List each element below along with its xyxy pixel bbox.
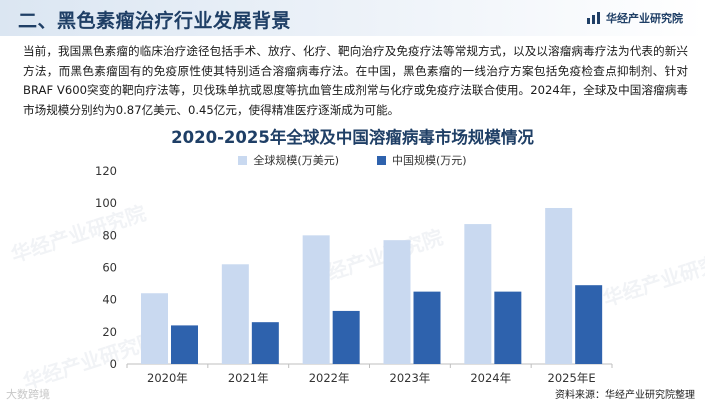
x-tick-label: 2023年 [390,371,431,385]
y-tick-label: 60 [102,261,117,275]
legend-item-china: 中国规模(万元) [377,152,467,168]
brand-bars-icon [587,12,600,24]
legend-item-global: 全球规模(万美元) [238,152,339,168]
x-tick-label: 2021年 [228,371,269,385]
legend-swatch-china [377,155,386,165]
y-tick-label: 0 [110,357,117,371]
y-tick-label: 20 [102,325,117,339]
brand-logo: 华经产业研究院 [587,10,683,26]
intro-paragraph: 当前，我国黑色素瘤的临床治疗途径包括手术、放疗、化疗、靶向治疗及免疫疗法等常规方… [23,44,688,117]
bar-china [413,291,441,364]
y-tick-label: 40 [102,293,117,307]
brand-name: 华经产业研究院 [606,12,683,25]
legend-swatch-global [238,155,248,165]
bar-china [575,285,603,364]
chart-title: 2020-2025年全球及中国溶瘤病毒市场规模情况 [171,128,534,147]
bar-global [141,293,168,364]
bar-china [171,325,198,364]
header-banner: 二、黑色素瘤治疗行业发展背景 华经产业研究院 [0,0,705,36]
bar-global [464,224,492,364]
legend-label-china: 中国规模(万元) [392,154,467,167]
bar-china [251,322,279,364]
x-tick-label: 2024年 [470,371,511,385]
bar-china [494,291,522,364]
bar-global [383,240,411,364]
legend-label-global: 全球规模(万美元) [253,154,339,167]
source-note: 资料来源：华经产业研究院整理 [555,390,695,401]
bar-china [332,310,360,364]
x-tick-label: 2020年 [147,371,188,385]
y-tick-label: 100 [95,196,117,210]
y-tick-label: 80 [102,228,117,242]
bar-global [302,235,330,364]
y-tick-label: 120 [95,164,117,178]
x-tick-label: 2022年 [309,371,350,385]
chart-legend: 全球规模(万美元) 中国规模(万元) [0,152,705,168]
bar-global [545,207,573,364]
bottom-watermark: 大数跨境 [6,388,50,401]
x-tick-label: 2025年E [548,371,596,385]
page-title: 二、黑色素瘤治疗行业发展背景 [18,10,292,32]
bar-global [221,264,249,364]
